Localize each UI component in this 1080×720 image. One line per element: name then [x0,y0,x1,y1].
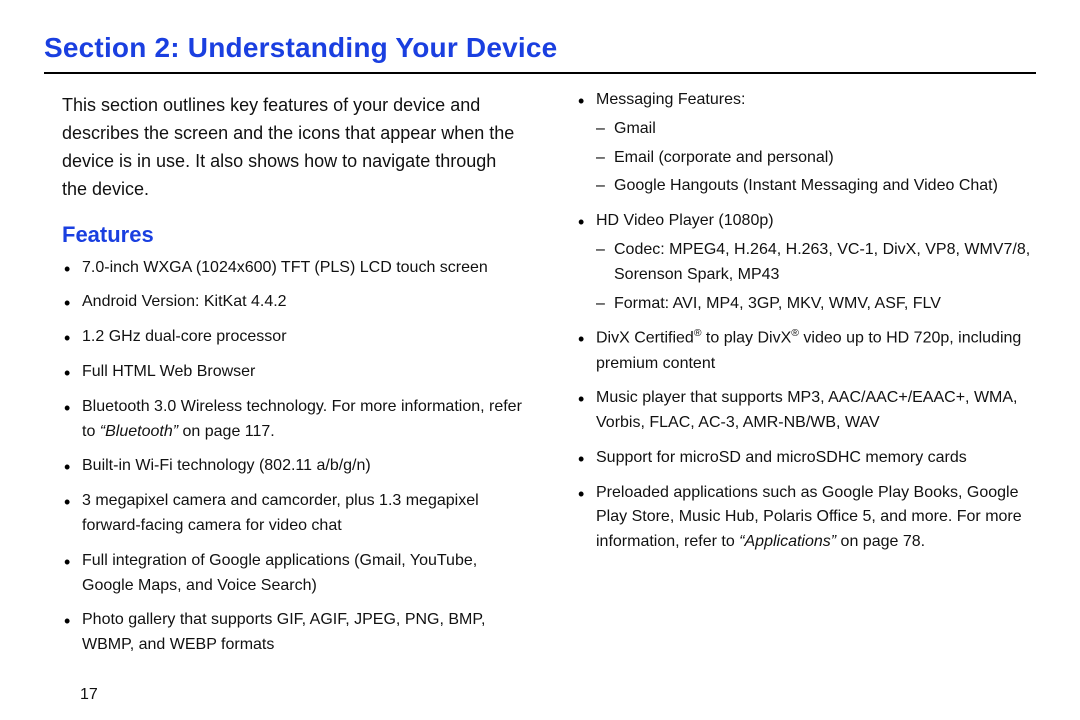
preloaded-line2: on page 78. [836,533,925,550]
list-item: 3 megapixel camera and camcorder, plus 1… [62,489,522,539]
features-list-left: 7.0-inch WXGA (1024x600) TFT (PLS) LCD t… [62,256,522,658]
list-item-preloaded: Preloaded applications such as Google Pl… [576,481,1036,555]
features-heading: Features [62,222,522,248]
left-column: This section outlines key features of yo… [44,88,522,668]
list-item: Support for microSD and microSDHC memory… [576,446,1036,471]
list-item-divx: DivX Certified® to play DivX® video up t… [576,326,1036,376]
list-item: Music player that supports MP3, AAC/AAC+… [576,386,1036,436]
manual-page: Section 2: Understanding Your Device Thi… [0,0,1080,720]
content-columns: This section outlines key features of yo… [44,88,1036,668]
list-item: Email (corporate and personal) [596,146,1036,171]
registered-icon: ® [791,328,799,339]
list-item: 1.2 GHz dual-core processor [62,325,522,350]
divx-mid: to play DivX [701,330,791,347]
bluetooth-ref: “Bluetooth” [100,423,178,440]
page-number: 17 [80,686,98,704]
list-item: Codec: MPEG4, H.264, H.263, VC-1, DivX, … [596,238,1036,288]
messaging-sublist: Gmail Email (corporate and personal) Goo… [596,117,1036,199]
list-item: Photo gallery that supports GIF, AGIF, J… [62,608,522,658]
hdvideo-label: HD Video Player (1080p) [596,212,774,229]
section-title: Section 2: Understanding Your Device [44,32,1036,64]
list-item: 7.0-inch WXGA (1024x600) TFT (PLS) LCD t… [62,256,522,281]
section-rule [44,72,1036,74]
list-item: Android Version: KitKat 4.4.2 [62,290,522,315]
right-column: Messaging Features: Gmail Email (corpora… [558,88,1036,668]
list-item: Built-in Wi-Fi technology (802.11 a/b/g/… [62,454,522,479]
list-item-messaging: Messaging Features: Gmail Email (corpora… [576,88,1036,199]
features-list-right: Messaging Features: Gmail Email (corpora… [576,88,1036,555]
preloaded-ref: “Applications” [739,533,836,550]
hdvideo-sublist: Codec: MPEG4, H.264, H.263, VC-1, DivX, … [596,238,1036,316]
list-item: Google Hangouts (Instant Messaging and V… [596,174,1036,199]
list-item: Format: AVI, MP4, 3GP, MKV, WMV, ASF, FL… [596,292,1036,317]
list-item-bluetooth: Bluetooth 3.0 Wireless technology. For m… [62,395,522,445]
intro-paragraph: This section outlines key features of yo… [62,92,522,204]
list-item: Full HTML Web Browser [62,360,522,385]
list-item-hdvideo: HD Video Player (1080p) Codec: MPEG4, H.… [576,209,1036,316]
messaging-label: Messaging Features: [596,91,745,108]
list-item: Gmail [596,117,1036,142]
bluetooth-suffix: on page 117. [178,423,275,440]
list-item: Full integration of Google applications … [62,549,522,599]
divx-prefix: DivX Certified [596,330,694,347]
